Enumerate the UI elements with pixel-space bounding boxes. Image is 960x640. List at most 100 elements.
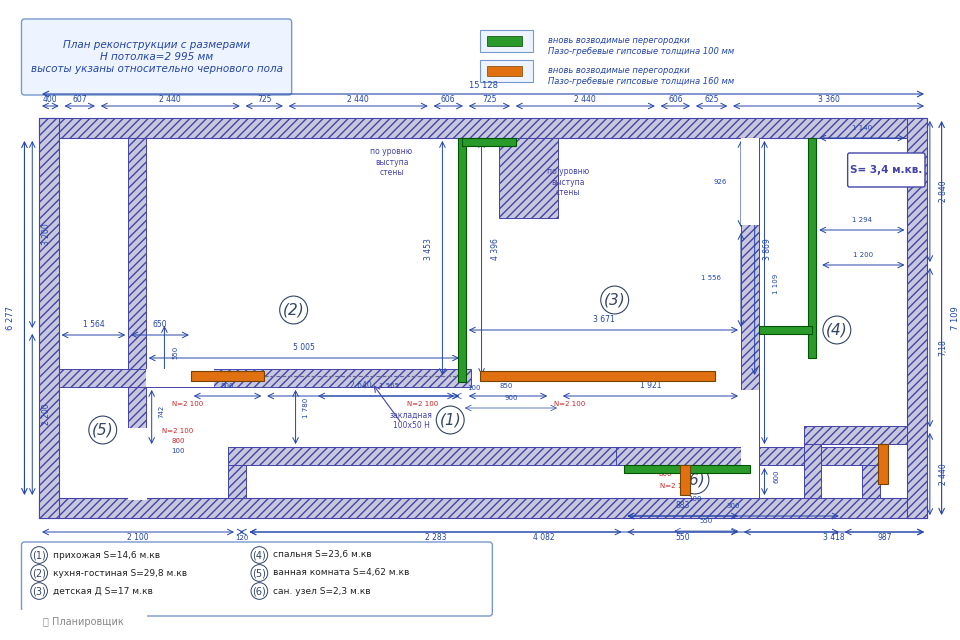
Bar — [804, 426, 821, 498]
FancyBboxPatch shape — [480, 60, 534, 82]
Text: 606: 606 — [668, 95, 683, 104]
Text: (6): (6) — [252, 586, 266, 596]
Text: 400: 400 — [43, 95, 58, 104]
Text: прихожая S=14,6 м.кв: прихожая S=14,6 м.кв — [53, 550, 160, 559]
Text: 2 640: 2 640 — [349, 381, 372, 390]
Bar — [191, 371, 264, 381]
Text: 600: 600 — [773, 469, 780, 483]
Text: 725: 725 — [482, 95, 496, 104]
FancyBboxPatch shape — [21, 19, 292, 95]
Text: 606: 606 — [441, 95, 456, 104]
Text: 3 671: 3 671 — [592, 315, 614, 324]
Bar — [59, 369, 470, 387]
Text: 900: 900 — [504, 395, 517, 401]
Text: 1 294: 1 294 — [852, 217, 872, 223]
Text: (4): (4) — [252, 550, 266, 560]
Bar — [804, 426, 907, 444]
Text: 2 440: 2 440 — [574, 95, 596, 104]
Bar — [808, 138, 816, 358]
Text: 15 128: 15 128 — [468, 81, 497, 90]
Bar — [741, 138, 758, 498]
Text: 6 277: 6 277 — [6, 306, 14, 330]
Text: 2 100: 2 100 — [127, 533, 149, 542]
Text: 3 200: 3 200 — [42, 223, 51, 245]
Text: 5 005: 5 005 — [293, 343, 315, 352]
Text: ванная комната S=4,62 м.кв: ванная комната S=4,62 м.кв — [273, 568, 409, 577]
Text: 1 564: 1 564 — [83, 320, 105, 329]
Text: 100: 100 — [688, 496, 702, 502]
Text: (1): (1) — [33, 550, 46, 560]
Bar — [129, 138, 146, 378]
FancyBboxPatch shape — [848, 153, 925, 187]
Text: 3 360: 3 360 — [818, 95, 839, 104]
Bar — [615, 447, 758, 465]
Bar — [758, 326, 812, 334]
Text: 2 440: 2 440 — [348, 95, 369, 104]
Bar — [39, 118, 59, 518]
Text: N=2 100: N=2 100 — [162, 428, 194, 434]
Text: 7 109: 7 109 — [951, 306, 960, 330]
Text: (2): (2) — [283, 303, 304, 317]
Text: 2 440: 2 440 — [159, 95, 181, 104]
Text: вновь возводимые перегородки
Пазо-гребевые гипсовые толщина 100 мм: вновь возводимые перегородки Пазо-гребев… — [548, 36, 734, 56]
Text: (3): (3) — [604, 292, 626, 307]
Text: 800: 800 — [659, 471, 672, 477]
Text: 1 565: 1 565 — [378, 383, 398, 389]
Text: 4 082: 4 082 — [534, 533, 555, 542]
Text: 100: 100 — [172, 448, 185, 454]
Bar — [480, 371, 714, 381]
Text: 926: 926 — [713, 179, 727, 185]
Text: 650: 650 — [153, 320, 167, 329]
Text: 120: 120 — [235, 535, 249, 541]
Text: 1 109: 1 109 — [773, 273, 780, 294]
Text: S= 3,4 м.кв.: S= 3,4 м.кв. — [850, 165, 922, 175]
Text: План реконструкции с размерами
Н потолка=2 995 мм
высоты укзаны относительно чер: План реконструкции с размерами Н потолка… — [31, 40, 282, 74]
Text: 1 556: 1 556 — [701, 275, 721, 281]
Text: 3 418: 3 418 — [823, 533, 845, 542]
Text: 607: 607 — [72, 95, 87, 104]
Text: (2): (2) — [33, 568, 46, 578]
Bar — [39, 118, 927, 138]
Text: 1 200: 1 200 — [853, 252, 874, 258]
Bar — [39, 498, 927, 518]
Text: спальня S=23,6 м.кв: спальня S=23,6 м.кв — [273, 550, 372, 559]
Text: (5): (5) — [92, 422, 113, 438]
Text: N=2 100: N=2 100 — [660, 483, 691, 489]
FancyBboxPatch shape — [480, 30, 534, 52]
Text: 550: 550 — [700, 518, 713, 524]
Text: 2 840: 2 840 — [939, 180, 948, 202]
Text: (5): (5) — [252, 568, 266, 578]
Bar — [228, 447, 880, 465]
Bar — [458, 138, 466, 382]
Text: детская Д S=17 м.кв: детская Д S=17 м.кв — [53, 586, 153, 595]
Bar — [907, 118, 927, 518]
Text: 850: 850 — [499, 383, 513, 389]
Bar — [129, 428, 147, 500]
Text: 2 200: 2 200 — [42, 404, 51, 425]
Text: закладная
100х50 Н: закладная 100х50 Н — [390, 411, 433, 430]
Bar — [228, 465, 246, 498]
Text: 1 140: 1 140 — [852, 125, 872, 131]
Text: N=2 100: N=2 100 — [407, 401, 439, 407]
Text: 🏠 Планировщик: 🏠 Планировщик — [43, 617, 124, 627]
Text: (6): (6) — [684, 472, 706, 488]
Text: 2 283: 2 283 — [425, 533, 446, 542]
Text: 550: 550 — [172, 346, 179, 359]
Bar — [624, 465, 750, 473]
Text: 300: 300 — [727, 503, 740, 509]
Text: 725: 725 — [257, 95, 272, 104]
Bar — [488, 36, 521, 46]
Bar — [499, 138, 558, 218]
Text: 3 869: 3 869 — [763, 238, 773, 260]
Text: N=2 100: N=2 100 — [554, 401, 586, 407]
Text: вновь возводимые перегородки
Пазо-гребевые гипсовые толщина 160 мм: вновь возводимые перегородки Пазо-гребев… — [548, 67, 734, 86]
Text: кухня-гостиная S=29,8 м.кв: кухня-гостиная S=29,8 м.кв — [53, 568, 187, 577]
Text: 883: 883 — [676, 501, 690, 510]
Text: 3 453: 3 453 — [423, 238, 433, 260]
Bar — [681, 465, 690, 495]
Bar — [146, 369, 214, 387]
Text: 1 780: 1 780 — [303, 397, 309, 418]
Bar — [19, 610, 147, 635]
FancyBboxPatch shape — [21, 542, 492, 616]
Bar — [462, 138, 516, 146]
